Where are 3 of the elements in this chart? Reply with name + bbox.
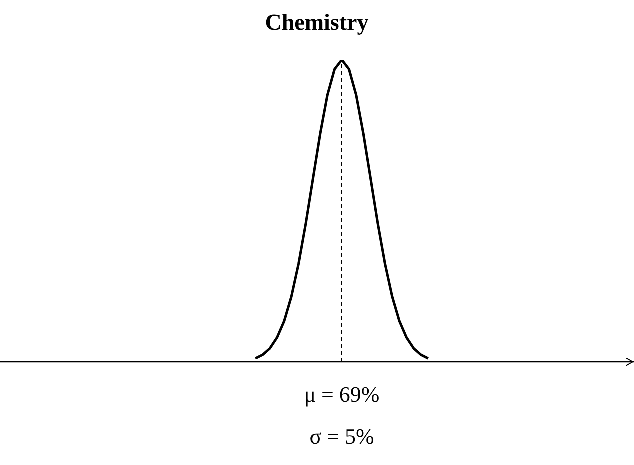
text: σ = 5% bbox=[308, 424, 376, 450]
text: μ = 69% bbox=[303, 382, 381, 408]
chart-title: Chemistry bbox=[264, 10, 370, 36]
